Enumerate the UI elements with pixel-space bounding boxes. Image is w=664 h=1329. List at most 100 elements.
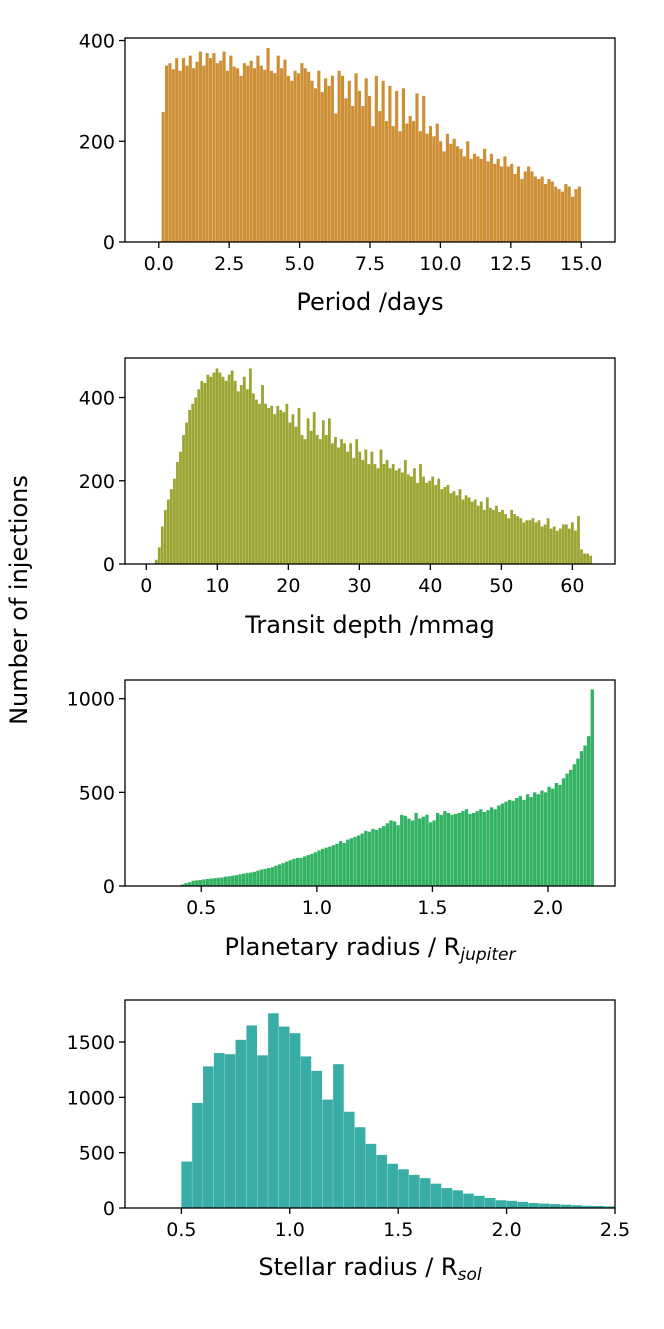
histogram-bar	[274, 865, 278, 886]
histogram-bar	[311, 1070, 323, 1208]
histogram-bar	[574, 530, 577, 564]
histogram-bar	[459, 148, 463, 242]
histogram-bar	[335, 843, 339, 886]
histogram-bar	[376, 468, 380, 564]
histogram-bar	[518, 796, 523, 886]
x-tick-label: 7.5	[355, 253, 385, 275]
histogram-bar	[539, 1203, 550, 1208]
histogram-bar	[264, 403, 267, 564]
histogram-bar	[493, 163, 497, 242]
histogram-bar	[497, 805, 501, 886]
histogram-bar	[173, 478, 176, 564]
histogram-bar	[425, 482, 428, 564]
histogram-bar	[582, 1205, 594, 1208]
histogram-bar	[395, 90, 399, 242]
histogram-bar	[255, 399, 258, 564]
x-tick-label: 50	[489, 575, 513, 597]
histogram-bar	[543, 524, 547, 564]
histogram-bar	[297, 407, 301, 564]
histogram-bar	[565, 773, 569, 886]
histogram-bar	[530, 171, 534, 242]
histogram-bar	[283, 59, 287, 243]
histogram-bar	[309, 430, 313, 564]
y-tick-label: 0	[103, 876, 115, 898]
x-axis-label: Period /days	[296, 288, 443, 316]
histogram-bar	[476, 156, 480, 242]
histogram-bar	[157, 547, 161, 564]
histogram-bar	[328, 846, 332, 886]
x-tick-label: 30	[347, 575, 371, 597]
histogram-bar	[443, 811, 447, 886]
histogram-bar	[558, 784, 562, 886]
histogram-bar	[589, 555, 593, 564]
histogram-bar	[452, 491, 456, 564]
x-tick-label: 60	[560, 575, 584, 597]
histogram-bar	[317, 70, 321, 242]
shared-y-axis-label: Number of injections	[5, 475, 33, 725]
histogram-bar	[428, 822, 433, 886]
histogram-bar	[385, 459, 389, 564]
histogram-bar	[356, 835, 361, 886]
y-tick-label: 1500	[67, 1032, 115, 1054]
histogram-bar	[580, 549, 583, 564]
histogram-bar	[266, 48, 270, 243]
histogram-bar	[561, 524, 565, 564]
x-tick-label: 10.0	[419, 253, 461, 275]
histogram-bar	[346, 839, 350, 886]
histogram-bar	[268, 1013, 279, 1208]
histogram-bar	[529, 797, 533, 886]
histogram-bar	[546, 518, 550, 564]
histogram-bar	[267, 868, 271, 886]
x-tick-label: 1.5	[417, 897, 447, 919]
histogram-bar	[294, 426, 298, 564]
histogram-bar	[324, 847, 328, 886]
histogram-bar	[213, 878, 217, 886]
histogram-bar	[371, 828, 375, 886]
histogram-bar	[428, 126, 433, 242]
histogram-bar	[230, 370, 234, 564]
x-tick-label: 10	[205, 575, 229, 597]
histogram-bar	[324, 434, 328, 564]
histogram-bar	[258, 403, 261, 564]
histogram-bar	[256, 870, 260, 886]
histogram-bar	[337, 70, 341, 242]
histogram-bar	[550, 181, 554, 242]
histogram-bar	[549, 1204, 561, 1208]
histogram-bar	[547, 786, 551, 886]
histogram-bar	[288, 422, 292, 564]
y-tick-label: 200	[79, 131, 115, 153]
histogram-bar	[252, 68, 257, 242]
histogram-bar	[338, 841, 343, 886]
histogram-bar	[349, 838, 354, 886]
histogram-bar	[310, 80, 314, 242]
histogram-bar	[507, 518, 511, 564]
histogram-bar	[279, 410, 283, 564]
histogram-bar	[261, 385, 264, 564]
histogram-bar	[281, 863, 285, 886]
histogram-bar	[203, 1066, 214, 1208]
histogram-bar	[241, 873, 246, 886]
histogram-bar	[492, 509, 495, 564]
histogram-bar	[410, 476, 413, 564]
histogram-bar	[270, 867, 274, 886]
histogram-bar	[567, 528, 571, 564]
histogram-bar	[256, 55, 260, 242]
histogram-bar	[321, 420, 325, 564]
histogram-bar	[552, 526, 556, 564]
histogram-bar	[277, 864, 282, 886]
histogram-bar	[208, 58, 213, 242]
histogram-bar	[205, 53, 209, 242]
y-tick-label: 500	[79, 1143, 115, 1165]
period-histogram-panel: 0.0 2.5 5.0 7.5 10.0 12.5 15.0 0 200 400 Period /d…	[79, 31, 616, 316]
histogram-bar	[533, 176, 537, 242]
x-axis-label: Transit depth /mmag	[244, 611, 494, 639]
histogram-bar	[516, 166, 521, 242]
histogram-bar	[361, 459, 365, 564]
x-tick-label: 0.0	[144, 253, 174, 275]
histogram-bar	[419, 464, 422, 564]
histogram-bar	[280, 68, 284, 242]
histogram-bar	[238, 874, 242, 886]
histogram-bar	[445, 133, 449, 242]
histogram-bar	[495, 505, 498, 564]
histogram-bar	[496, 158, 500, 242]
